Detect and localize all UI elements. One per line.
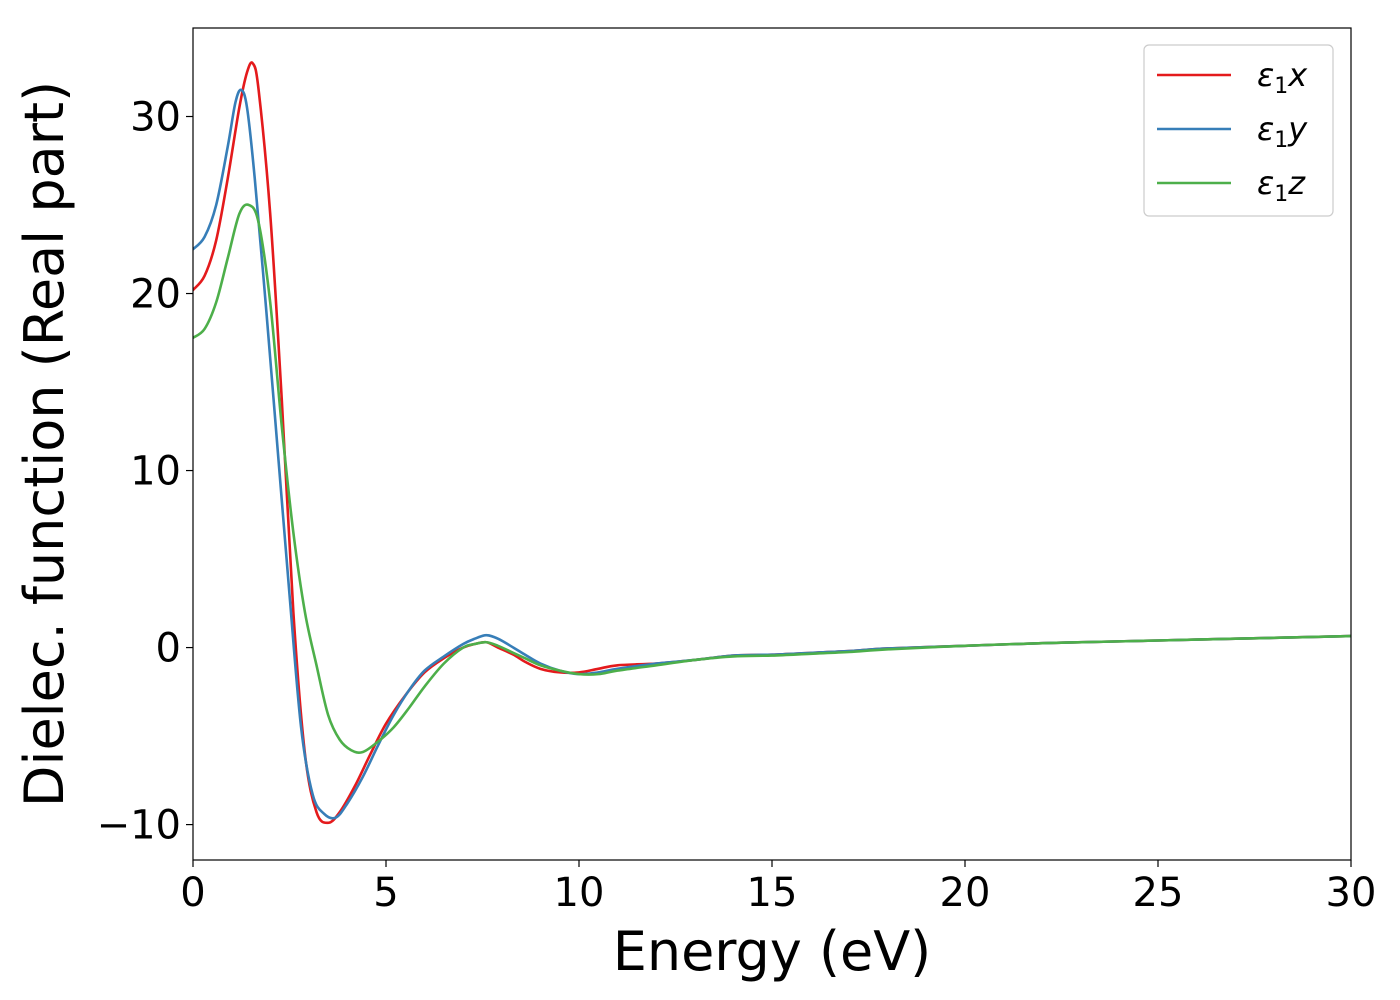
plot-lines	[193, 61, 1351, 825]
x-tick-label: 10	[554, 870, 605, 916]
y-tick-label: 30	[130, 95, 181, 141]
y-tick-label: −10	[97, 803, 181, 849]
y-tick-label: 20	[130, 272, 181, 318]
x-tick-label: 0	[180, 870, 205, 916]
x-tick-label: 30	[1326, 870, 1377, 916]
x-tick-label: 15	[747, 870, 798, 916]
x-tick-label: 20	[940, 870, 991, 916]
x-tick-label: 25	[1133, 870, 1184, 916]
legend-box	[1143, 44, 1334, 217]
legend-label-x: ε1x	[1257, 56, 1308, 99]
x-axis-ticks: 0 5 10 15 20 25 30	[180, 860, 1376, 916]
x-tick-label: 5	[373, 870, 398, 916]
y-axis-label: Dielec. function (Real part)	[13, 81, 76, 807]
x-axis-label: Energy (eV)	[613, 920, 932, 983]
legend-label-z: ε1z	[1257, 164, 1306, 207]
series-line-z	[193, 203, 1351, 754]
y-tick-label: 10	[130, 449, 181, 495]
legend: ε1x ε1y ε1z	[1143, 44, 1334, 217]
y-axis-ticks: −10 0 10 20 30	[97, 95, 193, 849]
legend-label-y: ε1y	[1257, 110, 1308, 153]
y-tick-label: 0	[156, 626, 181, 672]
